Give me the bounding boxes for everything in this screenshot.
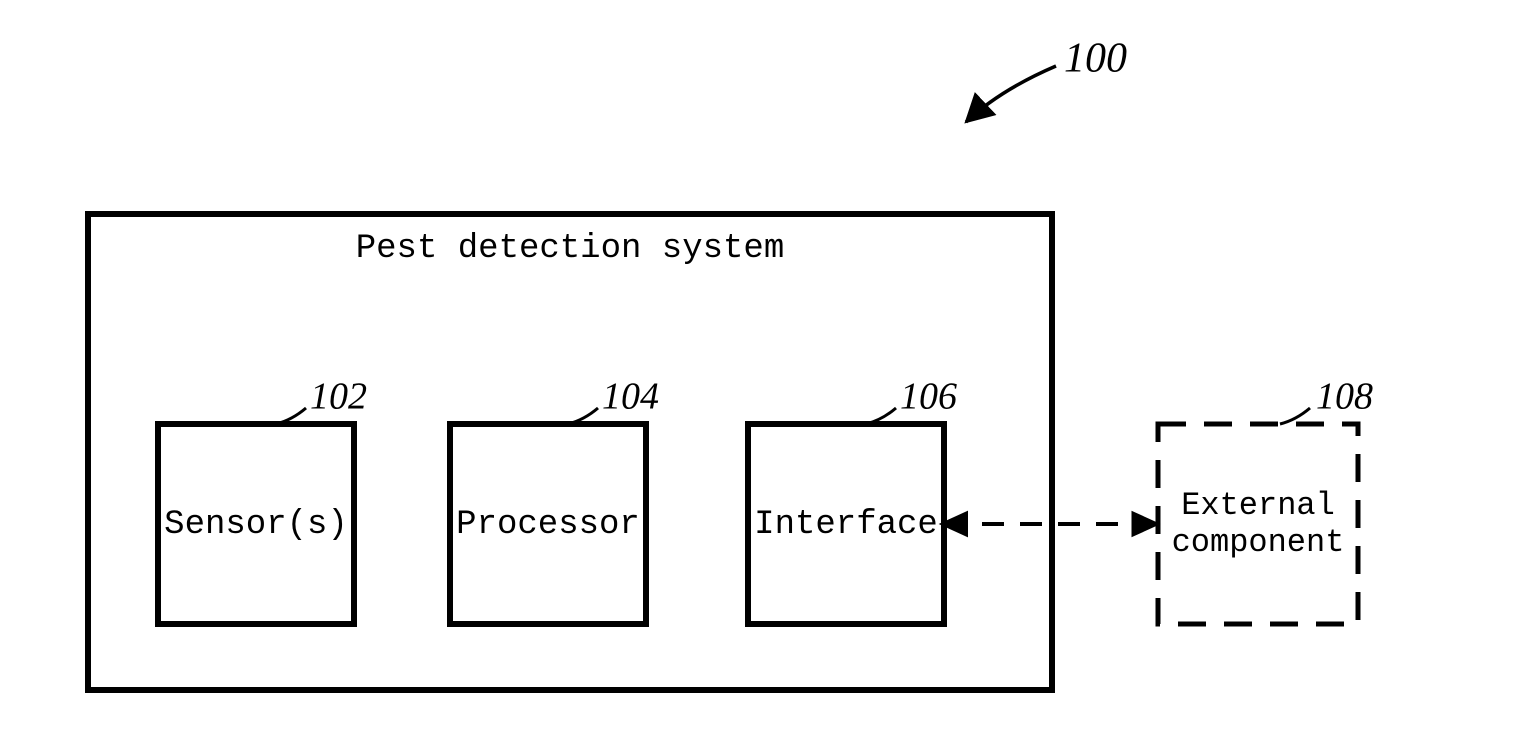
- node-interface: Interface 106: [748, 376, 957, 624]
- node-external-label-line-0: External: [1181, 487, 1335, 524]
- node-interface-label: Interface: [754, 506, 938, 544]
- overall-ref-leader: [966, 66, 1056, 122]
- node-interface-ref: 106: [900, 376, 957, 418]
- overall-ref-label: 100: [1064, 36, 1127, 82]
- diagram-canvas: Pest detection system Sensor(s) 102 Proces…: [0, 0, 1523, 756]
- node-external-label-line-1: component: [1172, 524, 1345, 561]
- node-sensor-label: Sensor(s): [164, 506, 348, 544]
- node-external: Externalcomponent 108: [1158, 376, 1373, 624]
- node-processor-ref: 104: [602, 376, 659, 418]
- system-container-title: Pest detection system: [356, 230, 784, 268]
- node-processor-label: Processor: [456, 506, 640, 544]
- overall-ref: 100: [966, 36, 1127, 122]
- node-sensor: Sensor(s) 102: [158, 376, 367, 624]
- node-external-ref: 108: [1316, 376, 1373, 418]
- system-container-box: [88, 214, 1052, 690]
- node-processor: Processor 104: [450, 376, 659, 624]
- node-sensor-ref: 102: [310, 376, 367, 418]
